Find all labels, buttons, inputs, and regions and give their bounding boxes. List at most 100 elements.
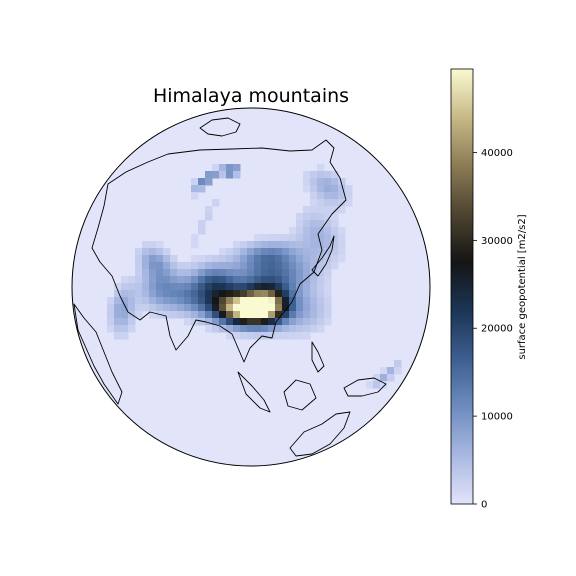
field-cell bbox=[170, 262, 178, 270]
field-cell bbox=[296, 248, 304, 256]
field-cell bbox=[310, 241, 318, 249]
field-cell bbox=[310, 192, 318, 200]
field-cell bbox=[233, 248, 241, 256]
field-cell bbox=[268, 304, 276, 312]
field-cell bbox=[324, 171, 332, 179]
field-cell bbox=[387, 374, 395, 382]
field-cell bbox=[338, 192, 346, 200]
field-cell bbox=[226, 248, 234, 256]
field-cell bbox=[212, 283, 220, 291]
field-cell bbox=[317, 269, 325, 277]
field-cell bbox=[198, 269, 206, 277]
field-cell bbox=[233, 325, 241, 333]
field-cell bbox=[128, 276, 136, 284]
field-cell bbox=[275, 318, 283, 326]
field-cell bbox=[219, 255, 227, 263]
field-cell bbox=[247, 290, 255, 298]
field-cell bbox=[121, 297, 129, 305]
field-cell bbox=[317, 318, 325, 326]
field-cell bbox=[219, 304, 227, 312]
field-cell bbox=[121, 283, 129, 291]
field-cell bbox=[296, 304, 304, 312]
field-cell bbox=[380, 381, 388, 389]
field-cell bbox=[303, 262, 311, 270]
field-cell bbox=[317, 192, 325, 200]
field-cell bbox=[156, 262, 164, 270]
field-cell bbox=[268, 234, 276, 242]
field-cell bbox=[205, 213, 213, 221]
field-cell bbox=[219, 164, 227, 172]
field-cell bbox=[191, 262, 199, 270]
coastlines bbox=[73, 117, 387, 457]
field-cell bbox=[121, 304, 129, 312]
field-cell bbox=[303, 290, 311, 298]
field-cell bbox=[212, 255, 220, 263]
field-cell bbox=[282, 318, 290, 326]
field-cell bbox=[275, 332, 283, 340]
field-cell bbox=[212, 311, 220, 319]
field-cell bbox=[268, 290, 276, 298]
field-cell bbox=[303, 220, 311, 228]
field-cell bbox=[275, 304, 283, 312]
field-cell bbox=[191, 178, 199, 186]
field-cell bbox=[191, 311, 199, 319]
field-cell bbox=[303, 171, 311, 179]
field-cell bbox=[114, 283, 122, 291]
field-cell bbox=[205, 262, 213, 270]
field-cell bbox=[170, 269, 178, 277]
field-cell bbox=[233, 241, 241, 249]
field-cell bbox=[317, 283, 325, 291]
field-cell bbox=[198, 318, 206, 326]
field-cell bbox=[121, 318, 129, 326]
field-cell bbox=[149, 311, 157, 319]
field-cell bbox=[394, 367, 402, 375]
field-cell bbox=[345, 199, 353, 207]
field-cell bbox=[296, 241, 304, 249]
field-cell bbox=[205, 276, 213, 284]
field-cell bbox=[275, 262, 283, 270]
field-cell bbox=[296, 234, 304, 242]
field-cell bbox=[338, 185, 346, 193]
field-cell bbox=[282, 255, 290, 263]
field-cell bbox=[149, 290, 157, 298]
field-cell bbox=[198, 290, 206, 298]
field-cell bbox=[121, 276, 129, 284]
field-cell bbox=[303, 304, 311, 312]
field-cell bbox=[303, 325, 311, 333]
field-cell bbox=[177, 311, 185, 319]
field-cell bbox=[163, 269, 171, 277]
field-cell bbox=[247, 311, 255, 319]
field-cell bbox=[247, 241, 255, 249]
field-cell bbox=[198, 276, 206, 284]
field-cell bbox=[233, 262, 241, 270]
field-cell bbox=[205, 325, 213, 333]
field-cell bbox=[114, 325, 122, 333]
field-cell bbox=[212, 199, 220, 207]
field-cell bbox=[261, 304, 269, 312]
field-cell bbox=[121, 290, 129, 298]
field-cell bbox=[184, 269, 192, 277]
field-cell bbox=[212, 325, 220, 333]
field-cell bbox=[128, 283, 136, 291]
field-cell bbox=[198, 178, 206, 186]
field-cell bbox=[331, 227, 339, 235]
colorbar-ticks: 0 10000 20000 30000 40000 bbox=[473, 148, 513, 511]
field-cell bbox=[156, 255, 164, 263]
field-cell bbox=[121, 325, 129, 333]
field-cell bbox=[184, 318, 192, 326]
field-cell bbox=[289, 318, 297, 326]
field-cell bbox=[275, 234, 283, 242]
field-cell bbox=[191, 290, 199, 298]
field-cell bbox=[324, 241, 332, 249]
field-cell bbox=[261, 311, 269, 319]
field-cell bbox=[303, 234, 311, 242]
field-cell bbox=[324, 220, 332, 228]
field-cell bbox=[226, 171, 234, 179]
field-cell bbox=[303, 269, 311, 277]
field-cell bbox=[184, 304, 192, 312]
field-cell bbox=[282, 276, 290, 284]
field-cell bbox=[310, 213, 318, 221]
field-cell bbox=[331, 248, 339, 256]
field-cell bbox=[163, 311, 171, 319]
field-cell bbox=[149, 262, 157, 270]
